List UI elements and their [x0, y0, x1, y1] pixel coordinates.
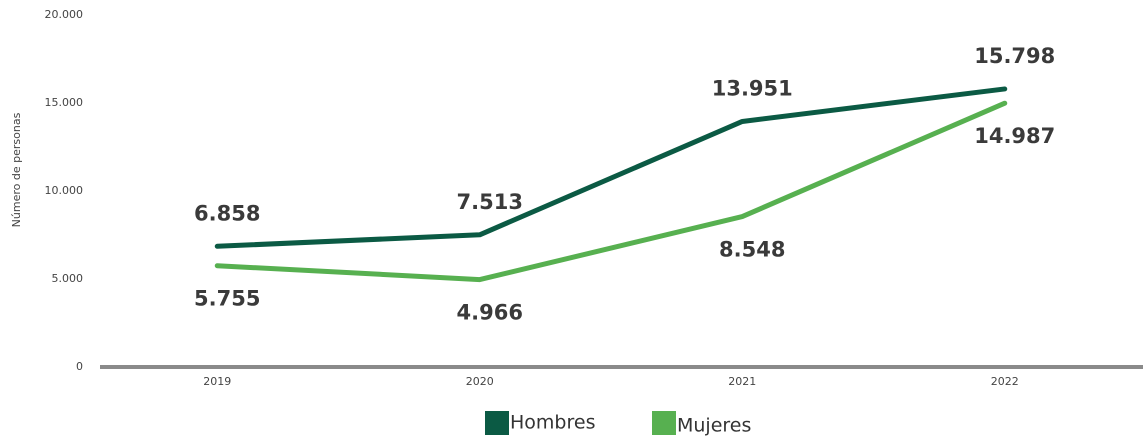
y-tick-label: 20.000 — [45, 8, 84, 21]
legend-label: Mujeres — [677, 415, 751, 437]
x-tick-label: 2021 — [728, 375, 756, 388]
series-line — [214, 86, 1008, 249]
y-tick-label: 15.000 — [45, 96, 84, 109]
y-axis-label: Número de personas — [10, 112, 23, 227]
data-label: 7.513 — [457, 190, 523, 214]
legend-swatch — [485, 411, 509, 435]
series-line — [214, 100, 1008, 283]
legend-swatch — [652, 411, 676, 435]
data-label: 14.987 — [974, 124, 1055, 148]
x-tick-label: 2019 — [203, 375, 231, 388]
y-tick-label: 10.000 — [45, 184, 84, 197]
data-label: 15.798 — [974, 44, 1055, 68]
data-label: 5.755 — [194, 287, 260, 311]
x-tick-label: 2020 — [466, 375, 494, 388]
legend-label: Hombres — [510, 412, 595, 434]
data-label: 6.858 — [194, 201, 260, 225]
x-tick-label: 2022 — [991, 375, 1019, 388]
y-tick-label: 0 — [76, 360, 83, 373]
data-label: 4.966 — [457, 301, 523, 325]
y-tick-label: 5.000 — [52, 272, 84, 285]
data-label: 13.951 — [712, 76, 793, 100]
data-label: 8.548 — [719, 238, 785, 262]
